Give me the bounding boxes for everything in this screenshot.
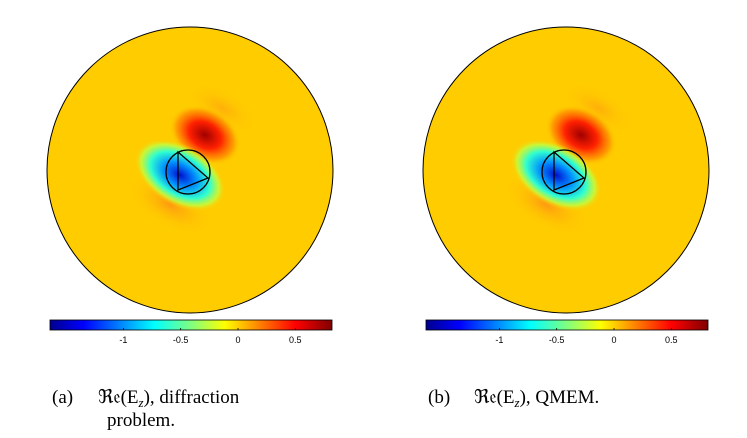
caption-text: ), QMEM. [520, 387, 600, 408]
field-lobe [510, 138, 602, 212]
caption-text: problem. [107, 410, 175, 431]
field-lobe [562, 82, 634, 134]
caption-text: ), diffraction [144, 387, 240, 408]
field-lobe [186, 82, 258, 134]
field-lobe [127, 174, 213, 236]
field-lobe [503, 174, 589, 236]
tick-label: -1 [119, 335, 127, 345]
scatterer [177, 150, 210, 191]
scatterer [553, 150, 586, 191]
tick-label: 0.5 [289, 335, 302, 345]
tick-label: 0 [235, 335, 240, 345]
colorbar [425, 319, 709, 331]
caption-sub: z [514, 395, 520, 410]
tick-label: 0 [611, 335, 616, 345]
tick-label: 0.5 [665, 335, 678, 345]
tick-label: -0.5 [549, 335, 565, 345]
field-plot [46, 26, 334, 314]
caption-math: ℜ𝔢(E [474, 387, 515, 408]
caption-label: (a) [52, 387, 73, 408]
field-plot [422, 26, 710, 314]
scatterer [541, 149, 587, 195]
scatterer [165, 149, 211, 195]
caption: ℜ𝔢(Ez), diffraction [98, 387, 240, 410]
caption: ℜ𝔢(Ez), QMEM. [474, 387, 599, 410]
field-lobe [134, 138, 226, 212]
tick-label: -1 [495, 335, 503, 345]
tick-label: -0.5 [173, 335, 189, 345]
colorbar [49, 319, 333, 331]
caption-sub: z [138, 395, 144, 410]
caption-label: (b) [428, 387, 450, 408]
caption-math: ℜ𝔢(E [98, 387, 139, 408]
